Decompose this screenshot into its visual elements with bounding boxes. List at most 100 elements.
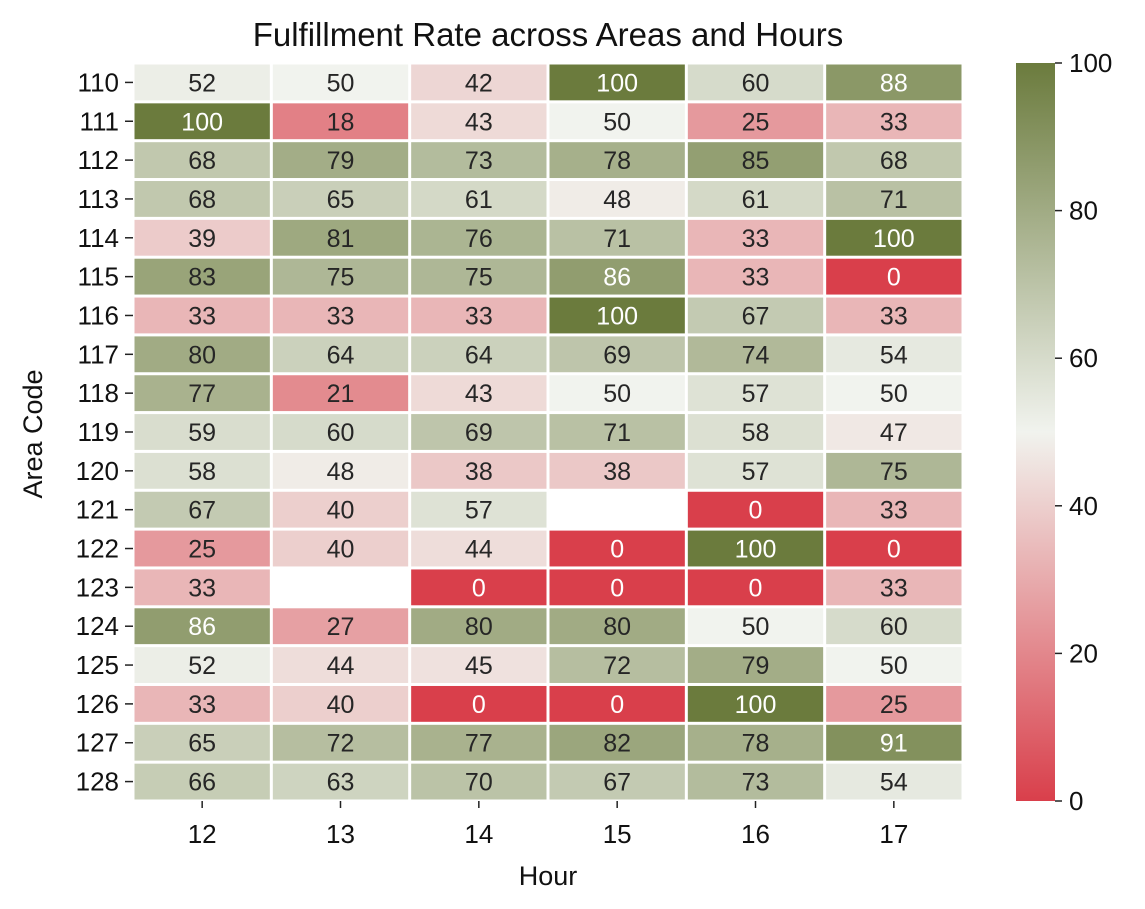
x-tick-label: 14 xyxy=(464,819,493,849)
cell-value-label: 39 xyxy=(188,225,216,253)
cell-value-label: 72 xyxy=(327,730,355,758)
heatmap-cell xyxy=(411,375,547,412)
heatmap-cell xyxy=(134,763,270,800)
heatmap-cell xyxy=(687,181,824,217)
cell-value-label: 67 xyxy=(188,497,216,525)
heatmap-cell xyxy=(826,647,962,683)
cell-value-label: 91 xyxy=(880,730,908,758)
heatmap-cell xyxy=(272,452,409,489)
cell-value-label: 50 xyxy=(742,613,770,641)
y-tick-label: 117 xyxy=(78,339,119,369)
heatmap-cell xyxy=(826,414,962,450)
cell-value-label: 65 xyxy=(188,730,216,758)
heatmap-cell xyxy=(134,569,270,606)
heatmap-cell xyxy=(687,530,824,567)
cell-value-label: 68 xyxy=(188,147,216,175)
cell-value-label: 57 xyxy=(742,458,770,486)
heatmap-cell xyxy=(687,647,824,683)
y-tick-label: 118 xyxy=(78,378,119,408)
heatmap-cell xyxy=(411,530,547,567)
heatmap-cell xyxy=(549,258,685,295)
heatmap-cell xyxy=(272,685,409,722)
y-tick-label: 124 xyxy=(76,611,119,641)
cell-value-label: 100 xyxy=(596,69,638,97)
y-tick-label: 122 xyxy=(76,534,119,564)
cell-value-label: 73 xyxy=(742,769,770,797)
heatmap-cell xyxy=(549,336,685,373)
y-tick-label: 121 xyxy=(76,495,119,525)
cell-value-label: 80 xyxy=(603,613,631,641)
cell-value-label: 40 xyxy=(327,536,355,564)
heatmap-cell xyxy=(826,64,962,101)
heatmap-cell xyxy=(826,375,962,412)
cell-value-label: 45 xyxy=(465,652,493,680)
cell-value-label: 50 xyxy=(327,69,355,97)
cell-value-label: 86 xyxy=(603,264,631,292)
heatmap-cell xyxy=(826,181,962,217)
heatmap-cell xyxy=(687,142,824,179)
heatmap-cell xyxy=(411,258,547,295)
cell-value-label: 38 xyxy=(603,458,631,486)
cell-value-label: 48 xyxy=(327,458,355,486)
colorbar-tick-label: 0 xyxy=(1069,786,1083,816)
cell-value-label: 52 xyxy=(188,69,216,97)
cell-value-label: 80 xyxy=(465,613,493,641)
heatmap-cell xyxy=(134,647,270,683)
heatmap-cell xyxy=(134,103,270,140)
cell-value-label: 79 xyxy=(327,147,355,175)
cell-value-label: 78 xyxy=(603,147,631,175)
y-tick-label: 112 xyxy=(78,145,119,175)
cell-value-label: 50 xyxy=(603,380,631,408)
heatmap-cell xyxy=(826,608,962,645)
cell-value-label: 60 xyxy=(880,613,908,641)
colorbar: 0 20 40 60 80 100 xyxy=(1016,48,1112,816)
cell-value-label: 33 xyxy=(188,302,216,330)
cell-value-label: 60 xyxy=(327,419,355,447)
cell-value-label: 58 xyxy=(188,458,216,486)
heatmap-cell xyxy=(134,724,270,761)
cell-value-label: 0 xyxy=(749,574,763,602)
cell-value-label: 66 xyxy=(188,769,216,797)
cell-value-label: 76 xyxy=(465,225,493,253)
cell-value-label: 100 xyxy=(735,691,777,719)
heatmap-cell xyxy=(134,336,270,373)
heatmap-cell xyxy=(411,763,547,800)
x-axis-label: Hour xyxy=(519,861,578,891)
x-tick-label: 17 xyxy=(879,819,908,849)
x-tick-label: 13 xyxy=(326,819,355,849)
cell-value-label: 0 xyxy=(749,497,763,525)
cell-value-label: 52 xyxy=(188,652,216,680)
heatmap-cell xyxy=(411,452,547,489)
cell-value-label: 61 xyxy=(465,186,493,214)
cell-value-label: 43 xyxy=(465,108,493,136)
y-tick-label: 120 xyxy=(76,456,119,486)
cell-value-label: 42 xyxy=(465,69,493,97)
cell-value-label: 54 xyxy=(880,341,908,369)
heatmap-cell xyxy=(272,724,409,761)
heatmap-cell xyxy=(272,258,409,295)
heatmap-cell xyxy=(134,414,270,450)
heatmap-cell xyxy=(134,219,270,256)
x-tick-label: 15 xyxy=(603,819,632,849)
cell-value-label: 33 xyxy=(465,302,493,330)
heatmap-cell xyxy=(411,142,547,179)
cell-value-label: 47 xyxy=(880,419,908,447)
cell-value-label: 75 xyxy=(465,264,493,292)
heatmap-cell xyxy=(826,336,962,373)
heatmap-cell xyxy=(272,219,409,256)
x-tick-label: 12 xyxy=(188,819,217,849)
cell-value-label: 71 xyxy=(603,419,631,447)
cell-value-label: 60 xyxy=(742,69,770,97)
heatmap-cell xyxy=(549,142,685,179)
cell-value-label: 100 xyxy=(735,536,777,564)
heatmap-cell xyxy=(826,491,962,528)
heatmap-cell xyxy=(411,64,547,101)
heatmap-cell xyxy=(272,608,409,645)
heatmap-cell xyxy=(411,297,547,334)
y-tick-label: 123 xyxy=(76,572,119,602)
cell-value-label: 33 xyxy=(880,574,908,602)
cell-value-label: 0 xyxy=(887,536,901,564)
heatmap-cell xyxy=(272,530,409,567)
cell-value-label: 25 xyxy=(188,536,216,564)
